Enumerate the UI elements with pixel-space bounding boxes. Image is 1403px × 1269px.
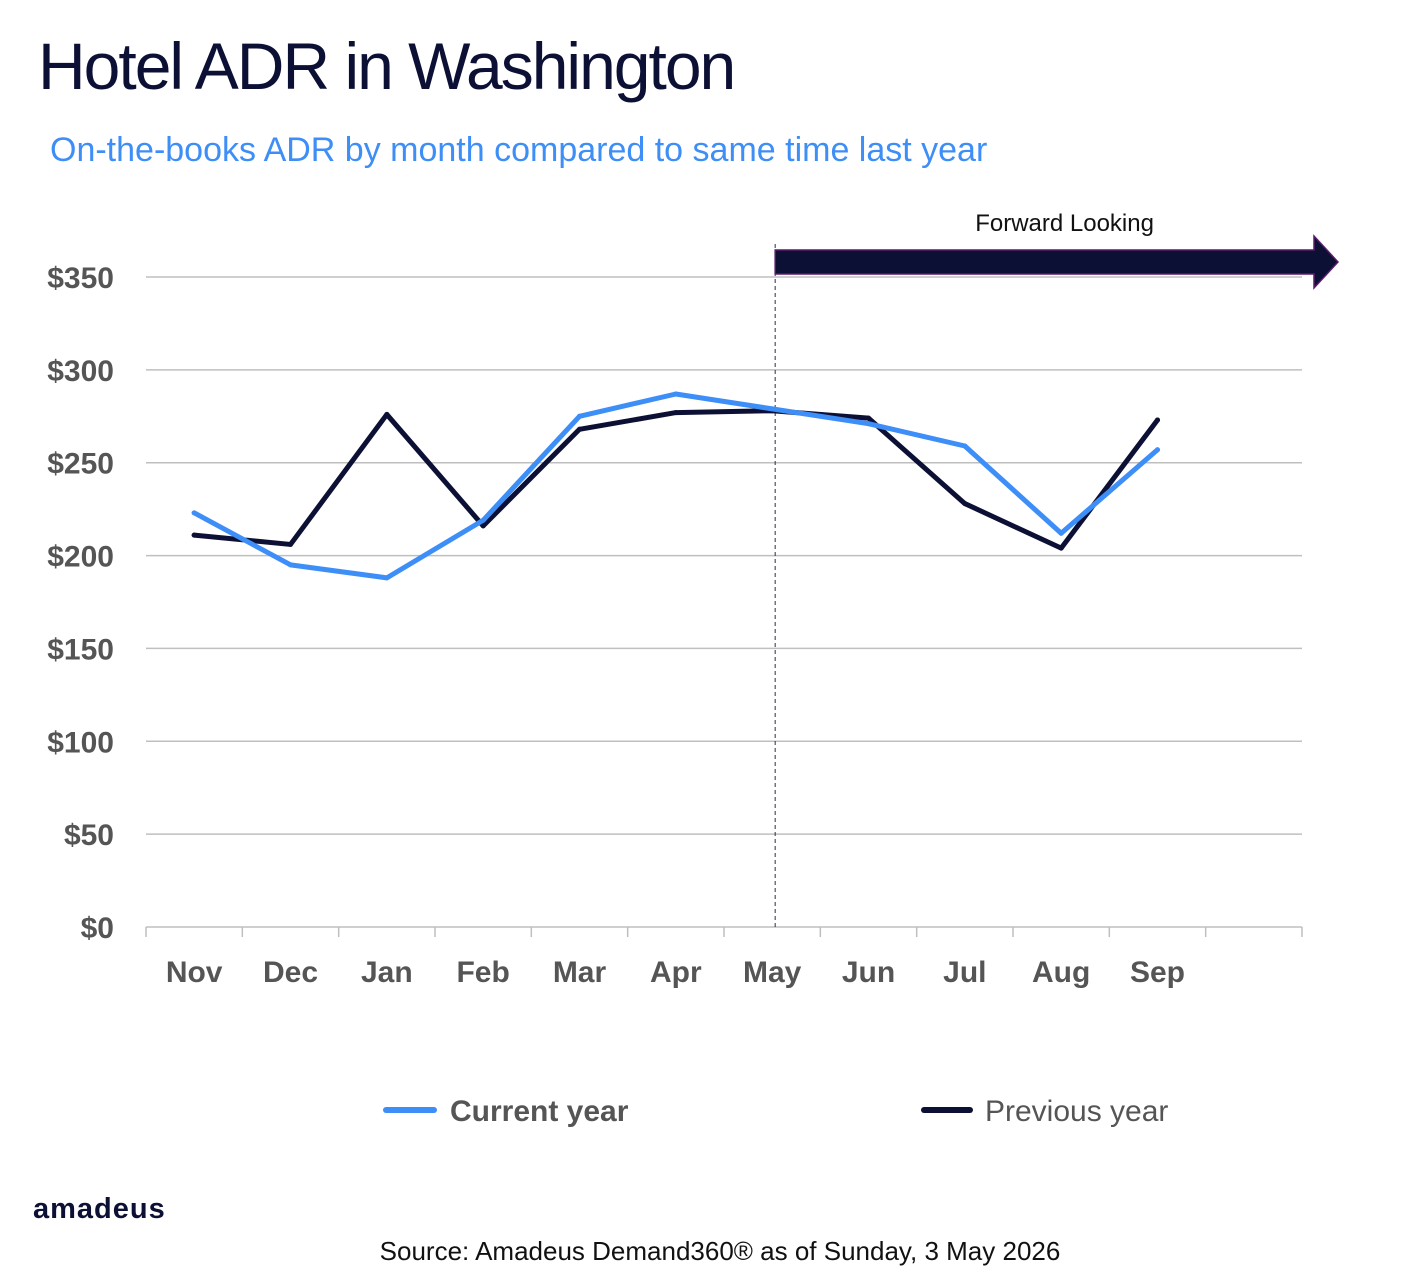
point-current-year: [577, 413, 582, 419]
series-lines: [191, 391, 1160, 581]
point-previous-year: [1058, 545, 1064, 551]
point-current-year: [1155, 447, 1160, 453]
point-current-year: [866, 421, 871, 427]
y-axis-ticks: $0 $50 $100 $150 $200 $250 $300 $350: [47, 262, 114, 945]
legend-previous-label: Previous year: [985, 1095, 1168, 1128]
page-subtitle: On-the-books ADR by month compared to sa…: [50, 131, 988, 169]
y-tick-label: $250: [47, 448, 114, 481]
x-axis: [145, 926, 1303, 937]
x-tick-label: Sep: [1130, 956, 1185, 989]
source-note: Source: Amadeus Demand360® as of Sunday,…: [379, 1236, 1061, 1266]
legend: Current year Previous year: [383, 1095, 1168, 1128]
x-tick-label: Jul: [943, 956, 986, 989]
series-line-current-year: [191, 391, 1160, 581]
x-tick-label: May: [743, 956, 802, 989]
point-previous-year: [191, 532, 197, 538]
point-current-year: [191, 510, 197, 516]
legend-current-label: Current year: [450, 1095, 629, 1128]
x-tick-label: Jan: [361, 956, 413, 989]
series-line-previous-year: [191, 408, 1160, 551]
point-current-year: [769, 406, 775, 412]
x-tick-label: Jun: [842, 956, 895, 989]
x-tick-label: Feb: [456, 956, 509, 989]
x-tick-label: Mar: [553, 956, 607, 989]
point-current-year: [480, 517, 486, 523]
x-tick-label: Apr: [650, 956, 702, 989]
point-previous-year: [577, 426, 582, 432]
point-current-year: [384, 575, 390, 581]
point-current-year: [962, 443, 968, 449]
point-previous-year: [288, 541, 293, 547]
x-axis-ticks: Nov Dec Jan Feb Mar Apr May Jun Jul Aug Sep: [166, 956, 1185, 989]
y-tick-label: $0: [81, 912, 114, 945]
amadeus-logo: amadeus: [33, 1193, 166, 1225]
point-current-year: [1058, 530, 1064, 536]
forward-looking-label: Forward Looking: [975, 210, 1154, 237]
y-tick-label: $100: [47, 726, 114, 759]
y-tick-label: $350: [47, 262, 114, 295]
x-tick-label: Dec: [263, 956, 318, 989]
point-previous-year: [866, 415, 871, 421]
page-title: Hotel ADR in Washington: [38, 29, 736, 103]
forward-looking-annotation: Forward Looking: [774, 210, 1340, 927]
forward-looking-arrow: [774, 234, 1340, 290]
point-previous-year: [480, 523, 486, 529]
grid-lines: [146, 276, 1302, 835]
point-current-year: [673, 391, 679, 397]
x-tick-label: Nov: [166, 956, 223, 989]
point-previous-year: [1155, 417, 1160, 423]
y-tick-label: $50: [64, 819, 114, 852]
point-previous-year: [962, 501, 968, 507]
x-tick-label: Aug: [1032, 956, 1090, 989]
y-tick-label: $300: [47, 355, 114, 388]
point-previous-year: [673, 410, 679, 416]
y-tick-label: $150: [47, 633, 114, 666]
y-tick-label: $200: [47, 541, 114, 574]
point-current-year: [288, 562, 293, 568]
point-previous-year: [384, 411, 390, 417]
